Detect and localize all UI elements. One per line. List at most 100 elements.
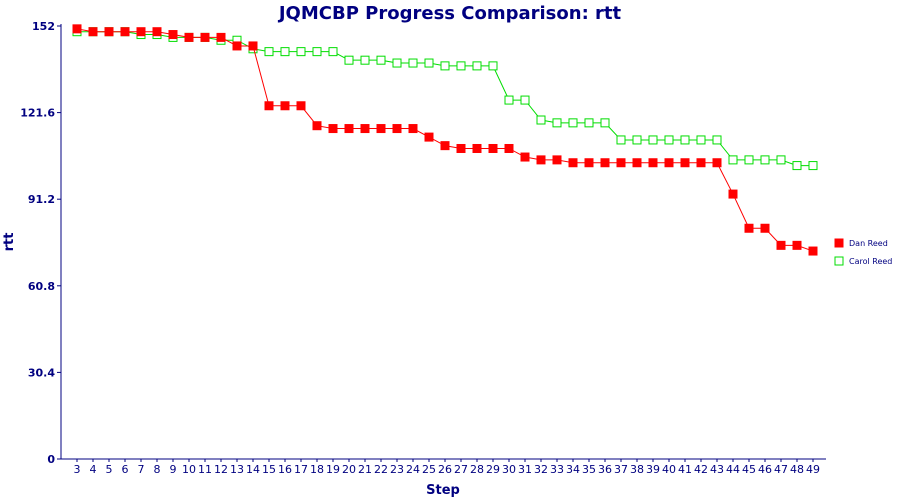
- x-tick-label: 42: [694, 463, 708, 476]
- data-point: [392, 58, 402, 68]
- data-point: [632, 135, 642, 145]
- data-point: [648, 158, 658, 168]
- data-point: [664, 158, 674, 168]
- data-point: [264, 47, 274, 57]
- legend-label: Dan Reed: [849, 239, 888, 248]
- data-point: [472, 143, 482, 153]
- data-point: [680, 158, 690, 168]
- x-tick-label: 23: [390, 463, 404, 476]
- data-point: [584, 158, 594, 168]
- x-tick-label: 45: [742, 463, 756, 476]
- x-tick-label: 25: [422, 463, 436, 476]
- data-point: [280, 47, 290, 57]
- y-tick-label: 60.8: [28, 280, 55, 293]
- x-tick-label: 14: [246, 463, 260, 476]
- x-tick-label: 7: [138, 463, 145, 476]
- legend-label: Carol Reed: [849, 257, 892, 266]
- x-tick-label: 43: [710, 463, 724, 476]
- data-point: [360, 124, 370, 134]
- y-tick-label: 30.4: [28, 366, 55, 379]
- x-tick-label: 34: [566, 463, 580, 476]
- data-point: [648, 135, 658, 145]
- legend-marker: [834, 238, 844, 248]
- data-point: [504, 95, 514, 105]
- x-tick-label: 47: [774, 463, 788, 476]
- y-tick-label: 152: [32, 20, 55, 33]
- x-tick-label: 41: [678, 463, 692, 476]
- x-tick-label: 8: [154, 463, 161, 476]
- y-axis-label: rtt: [2, 233, 17, 252]
- data-point: [520, 95, 530, 105]
- legend-marker: [834, 256, 844, 266]
- data-point: [680, 135, 690, 145]
- data-point: [456, 143, 466, 153]
- x-tick-label: 30: [502, 463, 516, 476]
- data-point: [600, 118, 610, 128]
- x-tick-label: 29: [486, 463, 500, 476]
- data-point: [328, 124, 338, 134]
- x-tick-label: 37: [614, 463, 628, 476]
- y-ticks: 0 30.4 60.8 91.2 121.6 152: [20, 20, 61, 466]
- data-point: [600, 158, 610, 168]
- data-point: [488, 143, 498, 153]
- data-point: [376, 124, 386, 134]
- y-tick-label: 121.6: [20, 107, 55, 120]
- data-point: [72, 24, 82, 34]
- y-tick-label: 91.2: [28, 193, 55, 206]
- x-tick-label: 19: [326, 463, 340, 476]
- series: [72, 24, 818, 256]
- x-tick-label: 32: [534, 463, 548, 476]
- y-tick-label: 0: [47, 453, 55, 466]
- data-point: [200, 32, 210, 42]
- data-point: [568, 118, 578, 128]
- data-point: [472, 61, 482, 71]
- x-tick-label: 38: [630, 463, 644, 476]
- x-tick-label: 15: [262, 463, 276, 476]
- data-point: [104, 27, 114, 37]
- x-tick-label: 31: [518, 463, 532, 476]
- data-point: [584, 118, 594, 128]
- data-point: [296, 47, 306, 57]
- x-tick-label: 39: [646, 463, 660, 476]
- data-point: [456, 61, 466, 71]
- data-point: [216, 32, 226, 42]
- data-point: [376, 55, 386, 65]
- data-point: [552, 155, 562, 165]
- x-tick-label: 21: [358, 463, 372, 476]
- data-point: [344, 124, 354, 134]
- data-point: [88, 27, 98, 37]
- data-point: [312, 47, 322, 57]
- x-tick-label: 22: [374, 463, 388, 476]
- data-point: [424, 132, 434, 142]
- data-point: [248, 41, 258, 51]
- data-point: [632, 158, 642, 168]
- data-point: [616, 135, 626, 145]
- data-point: [616, 158, 626, 168]
- data-point: [312, 121, 322, 131]
- x-tick-label: 46: [758, 463, 772, 476]
- x-tick-label: 48: [790, 463, 804, 476]
- x-tick-label: 6: [122, 463, 129, 476]
- data-point: [120, 27, 130, 37]
- x-tick-label: 40: [662, 463, 676, 476]
- data-point: [760, 223, 770, 233]
- x-tick-label: 17: [294, 463, 308, 476]
- x-tick-label: 44: [726, 463, 740, 476]
- x-tick-label: 13: [230, 463, 244, 476]
- x-axis-label: Step: [426, 483, 460, 498]
- data-point: [488, 61, 498, 71]
- data-point: [792, 240, 802, 250]
- data-point: [344, 55, 354, 65]
- data-point: [792, 161, 802, 171]
- x-tick-label: 20: [342, 463, 356, 476]
- data-point: [696, 135, 706, 145]
- data-point: [712, 135, 722, 145]
- data-point: [440, 141, 450, 151]
- legend: Dan Reed Carol Reed: [834, 238, 892, 266]
- x-tick-label: 18: [310, 463, 324, 476]
- x-tick-label: 9: [170, 463, 177, 476]
- data-point: [408, 58, 418, 68]
- data-point: [728, 189, 738, 199]
- data-point: [664, 135, 674, 145]
- data-point: [744, 155, 754, 165]
